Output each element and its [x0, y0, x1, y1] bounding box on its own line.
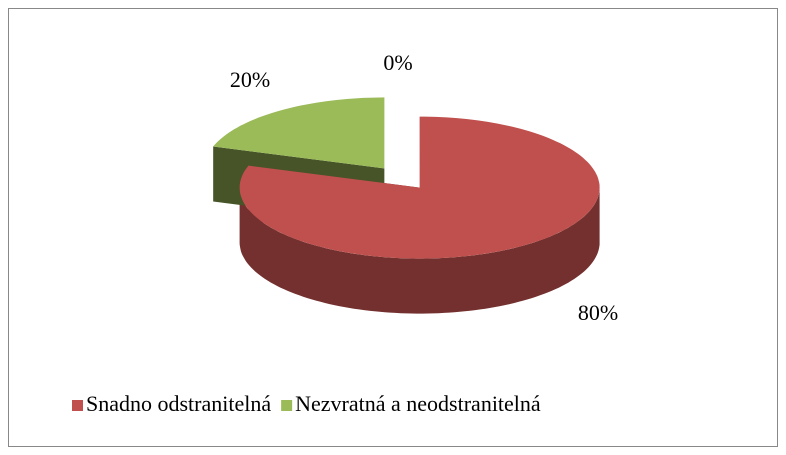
data-label: 20%	[230, 67, 270, 92]
legend-swatch	[281, 400, 293, 411]
slice-side	[239, 187, 600, 314]
slice	[213, 97, 385, 169]
data-labels: 80% 20% 0%	[230, 50, 618, 325]
data-label: 80%	[578, 300, 618, 325]
data-label: 0%	[383, 50, 412, 75]
legend-swatch	[72, 400, 83, 411]
slice	[239, 116, 600, 259]
pie	[213, 97, 600, 314]
legend: Snadno odstranitelná Nezvratná a neodstra…	[72, 391, 541, 416]
legend-label: Snadno odstranitelná	[86, 391, 271, 416]
legend-label: Nezvratná a neodstranitelná	[295, 391, 541, 416]
